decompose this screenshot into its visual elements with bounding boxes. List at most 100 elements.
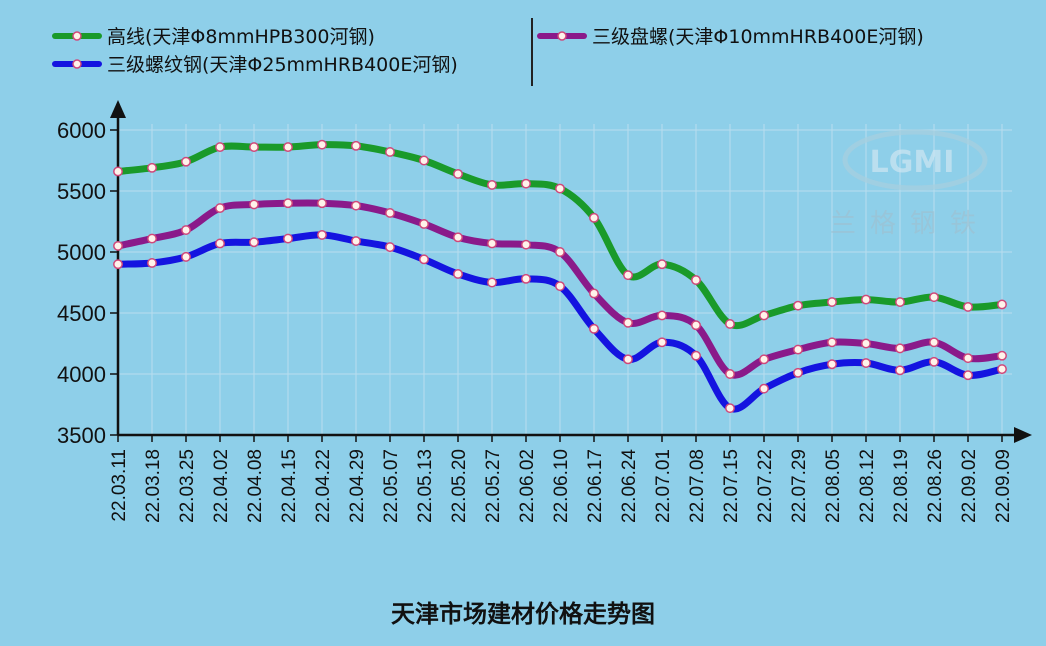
data-point: [487, 277, 497, 288]
data-point: [691, 350, 701, 361]
data-point: [895, 365, 905, 376]
data-point: [929, 337, 939, 348]
x-tick-label: 22.03.25: [177, 449, 198, 523]
data-point: [555, 281, 565, 292]
axes: [110, 100, 1032, 443]
y-tick-label: 4000: [57, 362, 106, 387]
y-tick-label: 4500: [57, 301, 106, 326]
x-tick-label: 22.05.27: [483, 449, 504, 523]
x-tick-label: 22.08.05: [823, 449, 844, 523]
data-point: [113, 240, 123, 251]
watermark: LGMI 兰格钢铁: [830, 129, 988, 239]
data-point: [759, 354, 769, 365]
x-tick-label: 22.04.29: [347, 449, 368, 523]
x-tick-label: 22.06.24: [619, 449, 640, 523]
data-point: [521, 239, 531, 250]
data-point: [181, 156, 191, 167]
data-point: [589, 323, 599, 334]
legend-marker: [72, 59, 82, 69]
data-point: [181, 225, 191, 235]
x-tick-labels: 22.03.11 22.03.18 22.03.25 22.04.02 22.04.08…: [109, 449, 1014, 523]
data-point: [691, 320, 701, 331]
data-point: [623, 354, 633, 365]
data-point: [385, 242, 395, 253]
data-point: [453, 269, 463, 279]
data-point: [997, 299, 1007, 310]
chart-title: 天津市场建材价格走势图: [391, 600, 655, 628]
data-point: [487, 238, 497, 249]
series-2: [113, 198, 1007, 379]
x-tick-label: 22.04.15: [279, 449, 300, 523]
legend-marker: [72, 31, 82, 41]
data-point: [215, 238, 225, 249]
legend: 高线(天津Φ8mmHPB300河钢) 三级盘螺(天津Φ10mmHRB400E河钢)…: [52, 18, 924, 86]
data-point: [725, 319, 735, 329]
data-point: [385, 208, 395, 218]
data-point: [283, 233, 293, 244]
data-point: [113, 259, 123, 270]
data-point: [691, 275, 701, 286]
data-point: [623, 317, 633, 328]
x-axis-arrow: [1014, 427, 1032, 443]
y-tick-label: 6000: [57, 118, 106, 143]
legend-label: 高线(天津Φ8mmHPB300河钢): [107, 26, 375, 48]
x-tick-label: 22.09.09: [993, 449, 1014, 523]
data-point: [249, 142, 259, 153]
data-point: [147, 162, 157, 173]
data-point: [929, 356, 939, 367]
x-tick-label: 22.07.29: [789, 449, 810, 523]
data-point: [997, 350, 1007, 361]
data-point: [283, 142, 293, 153]
data-point: [453, 168, 463, 179]
data-point: [419, 218, 429, 229]
watermark-logo-text: LGMI: [870, 145, 955, 180]
data-point: [555, 247, 565, 257]
data-point: [725, 403, 735, 414]
data-point: [215, 203, 225, 214]
legend-label: 三级螺纹钢(天津Φ25mmHRB400E河钢): [107, 54, 458, 76]
y-tick-label: 5500: [57, 179, 106, 204]
data-point: [793, 300, 803, 311]
data-point: [317, 229, 327, 240]
x-tick-label: 22.06.10: [551, 449, 572, 523]
data-point: [963, 370, 973, 381]
x-tick-label: 22.06.17: [585, 449, 606, 523]
data-point: [419, 155, 429, 166]
data-point: [385, 147, 395, 157]
x-tick-label: 22.08.26: [925, 449, 946, 523]
x-tick-label: 22.03.11: [109, 449, 130, 522]
data-point: [147, 233, 157, 244]
series-3: [113, 229, 1007, 414]
y-tick-label: 5000: [57, 240, 106, 265]
x-tick-label: 22.08.19: [891, 449, 912, 523]
data-point: [147, 258, 157, 268]
data-point: [997, 364, 1007, 375]
legend-item-1: 高线(天津Φ8mmHPB300河钢): [52, 26, 375, 48]
x-tick-label: 22.07.15: [721, 449, 742, 523]
legend-item-2: 三级盘螺(天津Φ10mmHRB400E河钢): [537, 26, 924, 48]
x-tick-label: 22.04.22: [313, 449, 334, 523]
x-tick-label: 22.07.01: [653, 449, 674, 523]
data-point: [419, 254, 429, 265]
data-point: [759, 383, 769, 394]
x-tick-label: 22.04.08: [245, 449, 266, 523]
y-tick-label: 3500: [57, 423, 106, 448]
data-point: [589, 288, 599, 299]
data-point: [793, 367, 803, 378]
data-point: [317, 139, 327, 150]
x-tick-label: 22.05.07: [381, 449, 402, 523]
x-tick-label: 22.05.13: [415, 449, 436, 523]
series-group: [113, 139, 1007, 414]
data-point: [963, 353, 973, 364]
data-point: [249, 237, 259, 248]
data-point: [895, 343, 905, 354]
data-point: [657, 310, 667, 321]
data-point: [861, 338, 871, 349]
data-point: [963, 301, 973, 312]
data-point: [657, 337, 667, 348]
data-point: [759, 310, 769, 321]
data-point: [113, 166, 123, 177]
x-tick-label: 22.07.08: [687, 449, 708, 523]
data-point: [929, 292, 939, 303]
